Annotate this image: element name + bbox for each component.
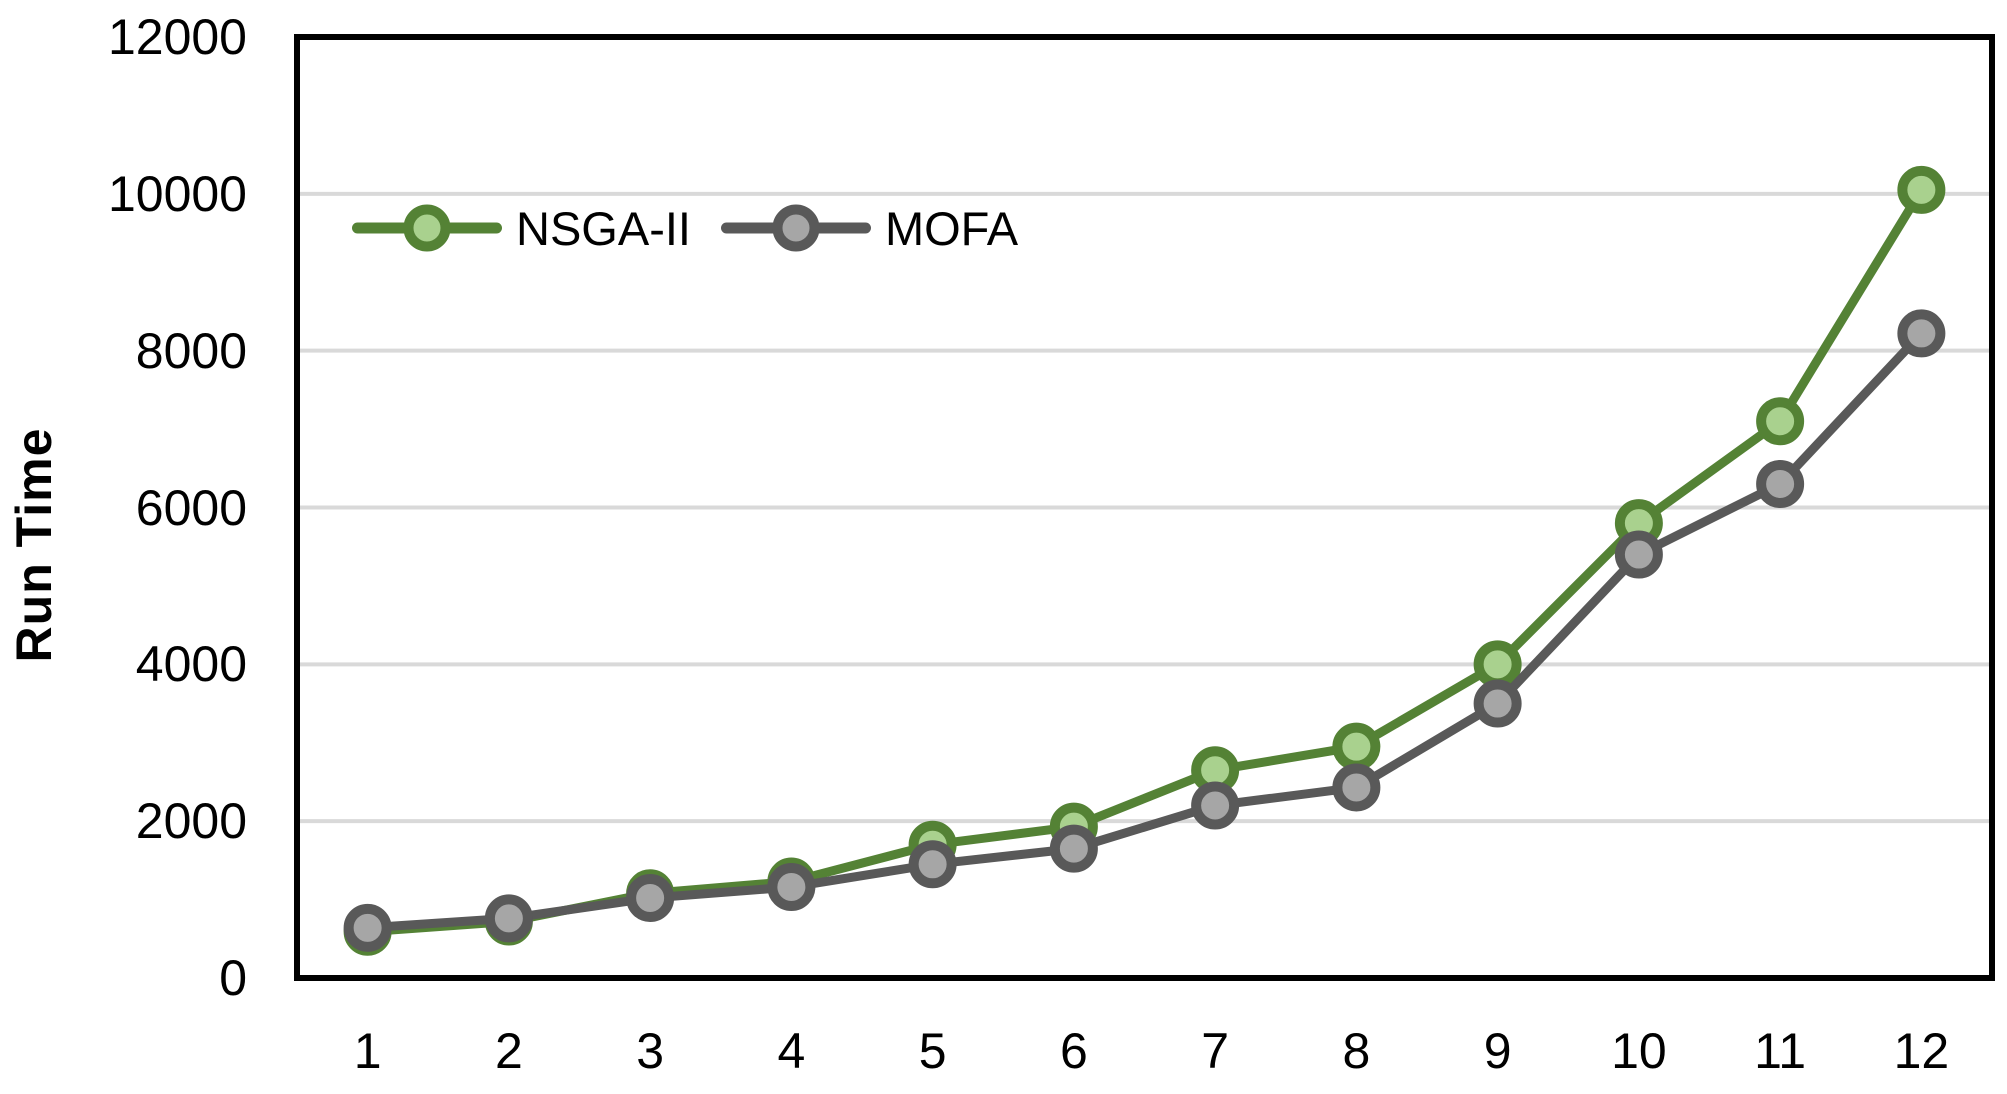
x-tick-label: 3 <box>636 1023 665 1079</box>
data-point-mofa <box>1191 781 1240 830</box>
y-axis-tick-labels: 0 2000 4000 6000 8000 10000 12000 <box>0 0 247 1094</box>
data-point-mofa <box>484 894 533 943</box>
legend-line-sample-mofa <box>720 200 871 256</box>
data-point-mofa <box>1332 763 1381 812</box>
x-tick-label: 2 <box>494 1023 523 1079</box>
x-tick-label: 5 <box>918 1023 947 1079</box>
y-tick-label: 8000 <box>135 322 247 379</box>
y-tick-label: 10000 <box>107 165 247 222</box>
x-tick-label: 9 <box>1483 1023 1512 1079</box>
x-tick-label: 10 <box>1611 1023 1667 1079</box>
x-tick-label: 12 <box>1893 1023 1950 1079</box>
y-tick-label: 4000 <box>135 636 247 693</box>
data-point-nsga-ii <box>1897 165 1946 214</box>
legend-item-nsga-ii: NSGA-II <box>352 200 691 256</box>
legend-line-sample-nsga-ii <box>352 200 502 256</box>
x-tick-label: 7 <box>1201 1023 1230 1079</box>
x-tick-label: 1 <box>353 1023 382 1079</box>
data-point-nsga-ii <box>1756 397 1805 446</box>
y-tick-label: 6000 <box>135 479 247 536</box>
x-tick-label: 6 <box>1059 1023 1088 1079</box>
data-point-mofa <box>1756 459 1805 508</box>
data-point-mofa <box>626 874 675 923</box>
legend-marker-icon <box>772 204 820 252</box>
data-point-mofa <box>1614 530 1663 579</box>
legend-label: NSGA-II <box>516 201 691 255</box>
data-point-mofa <box>343 903 392 952</box>
legend: NSGA-II MOFA <box>352 196 1018 260</box>
x-tick-label: 4 <box>777 1023 806 1079</box>
legend-item-mofa: MOFA <box>720 200 1019 256</box>
y-tick-label: 0 <box>219 950 247 1006</box>
y-tick-label: 2000 <box>135 793 247 850</box>
legend-label: MOFA <box>884 201 1019 255</box>
data-point-mofa <box>1897 309 1946 358</box>
x-tick-label: 8 <box>1342 1023 1371 1079</box>
y-tick-label: 12000 <box>107 9 247 65</box>
plot-border <box>294 34 1995 981</box>
data-point-mofa <box>767 863 816 912</box>
data-point-mofa <box>1049 824 1098 873</box>
x-tick-label: 11 <box>1754 1023 1807 1079</box>
legend-marker-icon <box>403 204 451 252</box>
data-point-mofa <box>1473 679 1522 728</box>
data-point-mofa <box>908 840 957 889</box>
